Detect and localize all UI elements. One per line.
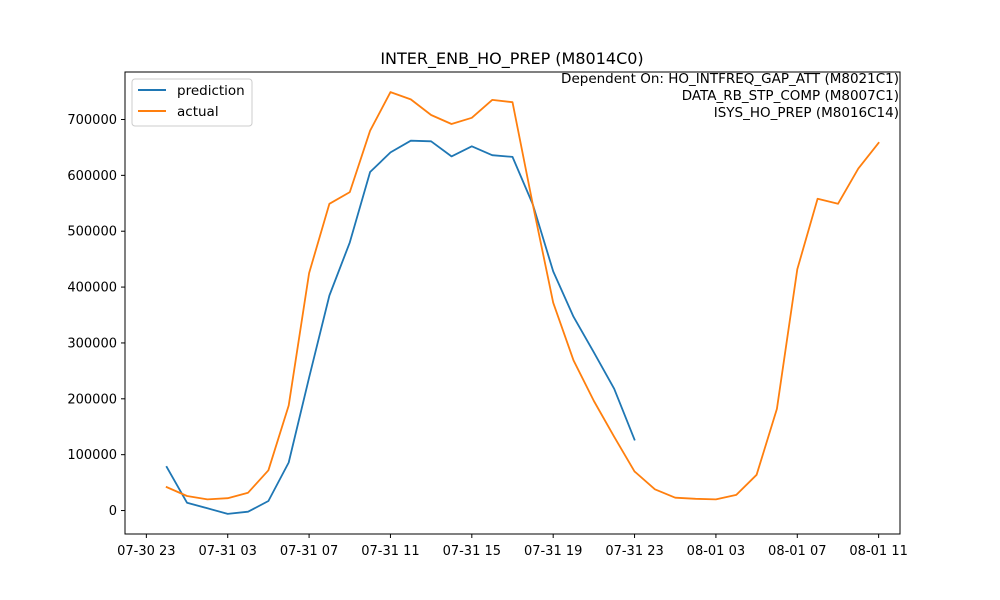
x-tick-label: 08-01 03 [687,544,745,559]
y-tick-label: 700000 [67,113,117,128]
x-tick-label: 07-31 07 [280,544,338,559]
series-layer [165,91,880,515]
x-axis: 07-30 23 07-31 03 07-31 07 07-31 11 07-31 15… [117,534,908,559]
x-tick-label: 08-01 07 [768,544,826,559]
y-tick-label: 200000 [67,392,117,407]
annotation-line-3: ISYS_HO_PREP (M8016C14) [714,105,899,121]
x-tick-label: 07-31 11 [361,544,419,559]
y-tick-label: 500000 [67,225,117,240]
x-tick-label: 07-31 19 [524,544,582,559]
legend: prediction actual [131,78,253,127]
y-tick-label: 300000 [67,336,117,351]
x-tick-label: 07-31 23 [605,544,663,559]
annotation-line-2: DATA_RB_STP_COMP (M8007C1) [682,88,899,104]
series-line-actual [165,91,880,501]
plot-area [124,71,901,535]
x-tick-label: 08-01 11 [849,544,907,559]
chart-title: INTER_ENB_HO_PREP (M8014C0) [380,49,643,69]
y-tick-label: 600000 [67,169,117,184]
y-tick-label: 400000 [67,281,117,296]
legend-label-prediction: prediction [177,83,245,99]
y-tick-label: 0 [109,504,117,519]
legend-label-actual: actual [177,104,219,120]
dependency-annotation: Dependent On: HO_INTFREQ_GAP_ATT (M8021C… [561,71,899,121]
annotation-line-1: Dependent On: HO_INTFREQ_GAP_ATT (M8021C… [561,71,899,87]
y-tick-label: 100000 [67,448,117,463]
x-tick-label: 07-31 03 [198,544,256,559]
series-line-prediction [165,139,636,515]
x-tick-label: 07-30 23 [117,544,175,559]
x-tick-label: 07-31 15 [443,544,501,559]
y-axis: 0 100000 200000 300000 400000 500000 600000 700… [67,113,125,519]
